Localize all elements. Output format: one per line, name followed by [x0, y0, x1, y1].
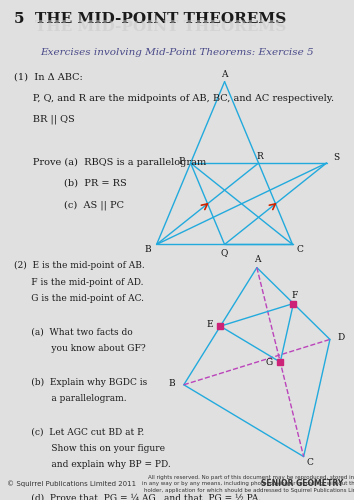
- Text: E: E: [206, 320, 213, 328]
- Text: Show this on your figure: Show this on your figure: [14, 444, 165, 453]
- Text: 5: 5: [14, 12, 25, 26]
- Text: C: C: [297, 244, 303, 254]
- Text: Prove (a)  RBQS is a parallelogram: Prove (a) RBQS is a parallelogram: [14, 158, 206, 166]
- Text: (b)  Explain why BGDC is: (b) Explain why BGDC is: [14, 378, 147, 386]
- Text: THE MID-POINT THEOREMS: THE MID-POINT THEOREMS: [35, 20, 287, 34]
- Text: THE MID-POINT THEOREMS: THE MID-POINT THEOREMS: [35, 12, 287, 26]
- Text: B: B: [169, 379, 175, 388]
- Text: A: A: [221, 70, 228, 78]
- Text: S: S: [333, 153, 339, 162]
- Text: (a)  What two facts do: (a) What two facts do: [14, 328, 133, 336]
- Text: F: F: [292, 291, 298, 300]
- Text: and explain why BP = PD.: and explain why BP = PD.: [14, 460, 171, 469]
- Text: All rights reserved. No part of this document may be reproduced, stored in a ret: All rights reserved. No part of this doc…: [142, 474, 354, 493]
- Text: B: B: [144, 244, 151, 254]
- Text: © Squirrel Publications Limited 2011: © Squirrel Publications Limited 2011: [7, 480, 136, 487]
- Text: you know about GF?: you know about GF?: [14, 344, 145, 353]
- Text: G: G: [266, 358, 273, 366]
- Text: Q: Q: [221, 248, 228, 258]
- Text: R: R: [257, 152, 264, 160]
- Text: F is the mid-point of AD.: F is the mid-point of AD.: [14, 278, 143, 287]
- Text: Exercises involving Mid-Point Theorems: Exercise 5: Exercises involving Mid-Point Theorems: …: [40, 48, 314, 57]
- Text: BR || QS: BR || QS: [14, 115, 75, 124]
- Text: (c)  Let AGC cut BD at P.: (c) Let AGC cut BD at P.: [14, 427, 144, 436]
- Text: (c)  AS || PC: (c) AS || PC: [14, 200, 124, 209]
- Text: (1)  In Δ ABC:: (1) In Δ ABC:: [14, 72, 82, 82]
- Text: P: P: [178, 156, 184, 166]
- Text: a parallelogram.: a parallelogram.: [14, 394, 126, 403]
- Text: (2)  E is the mid-point of AB.: (2) E is the mid-point of AB.: [14, 262, 145, 270]
- Text: C: C: [307, 458, 314, 468]
- Text: D: D: [337, 333, 344, 342]
- Text: A: A: [253, 254, 260, 264]
- Text: P, Q, and R are the midpoints of AB, BC, and AC respectively.: P, Q, and R are the midpoints of AB, BC,…: [14, 94, 334, 102]
- Text: (b)  PR = RS: (b) PR = RS: [14, 179, 127, 188]
- Text: SENIOR GEOMETRY: SENIOR GEOMETRY: [261, 479, 343, 488]
- Text: G is the mid-point of AC.: G is the mid-point of AC.: [14, 294, 144, 304]
- Text: (d)  Prove that  PG = ¼ AG,  and that  PG = ½ PA.: (d) Prove that PG = ¼ AG, and that PG = …: [14, 494, 261, 500]
